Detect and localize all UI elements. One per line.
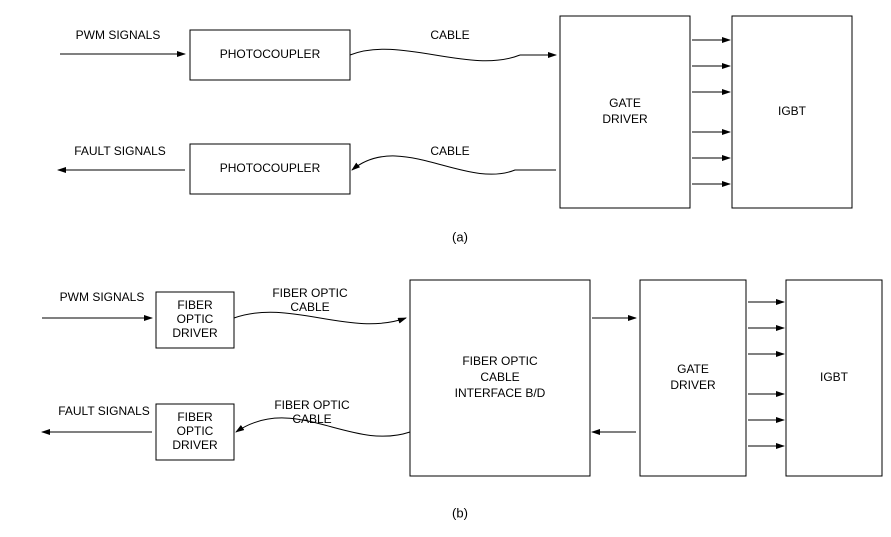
foc1-l2: CABLE [290,300,329,314]
igbt-b-label: IGBT [820,370,849,384]
foc2-l1: FIBER OPTIC [274,398,350,412]
fod1-l2: OPTIC [177,312,214,326]
fod2-l3: DRIVER [172,438,218,452]
interface-l1: FIBER OPTIC [462,354,538,368]
photocoupler-2-label: PHOTOCOUPLER [220,161,321,175]
gate-driver-a-l1: GATE [609,96,641,110]
gate-driver-a-l2: DRIVER [602,112,648,126]
fod2-l1: FIBER [177,410,213,424]
pwm-signals-label-a: PWM SIGNALS [76,28,161,42]
igbt-a-label: IGBT [778,104,807,118]
caption-a: (a) [452,229,468,244]
fod2-l2: OPTIC [177,424,214,438]
fod1-l3: DRIVER [172,326,218,340]
gate-driver-b-l2: DRIVER [670,378,716,392]
interface-l2: CABLE [480,370,519,384]
interface-l3: INTERFACE B/D [455,386,546,400]
pwm-signals-label-b: PWM SIGNALS [60,290,145,304]
photocoupler-1-label: PHOTOCOUPLER [220,47,321,61]
foc1-l1: FIBER OPTIC [272,286,348,300]
fault-signals-label-a: FAULT SIGNALS [74,144,166,158]
fod1-l1: FIBER [177,298,213,312]
gate-driver-b-l1: GATE [677,362,709,376]
cable-1-wave [350,49,520,61]
caption-b: (b) [452,505,468,520]
cable-2-wave [352,156,556,174]
cable-1-label: CABLE [430,28,469,42]
fault-signals-label-b: FAULT SIGNALS [58,404,150,418]
cable-2-label: CABLE [430,144,469,158]
